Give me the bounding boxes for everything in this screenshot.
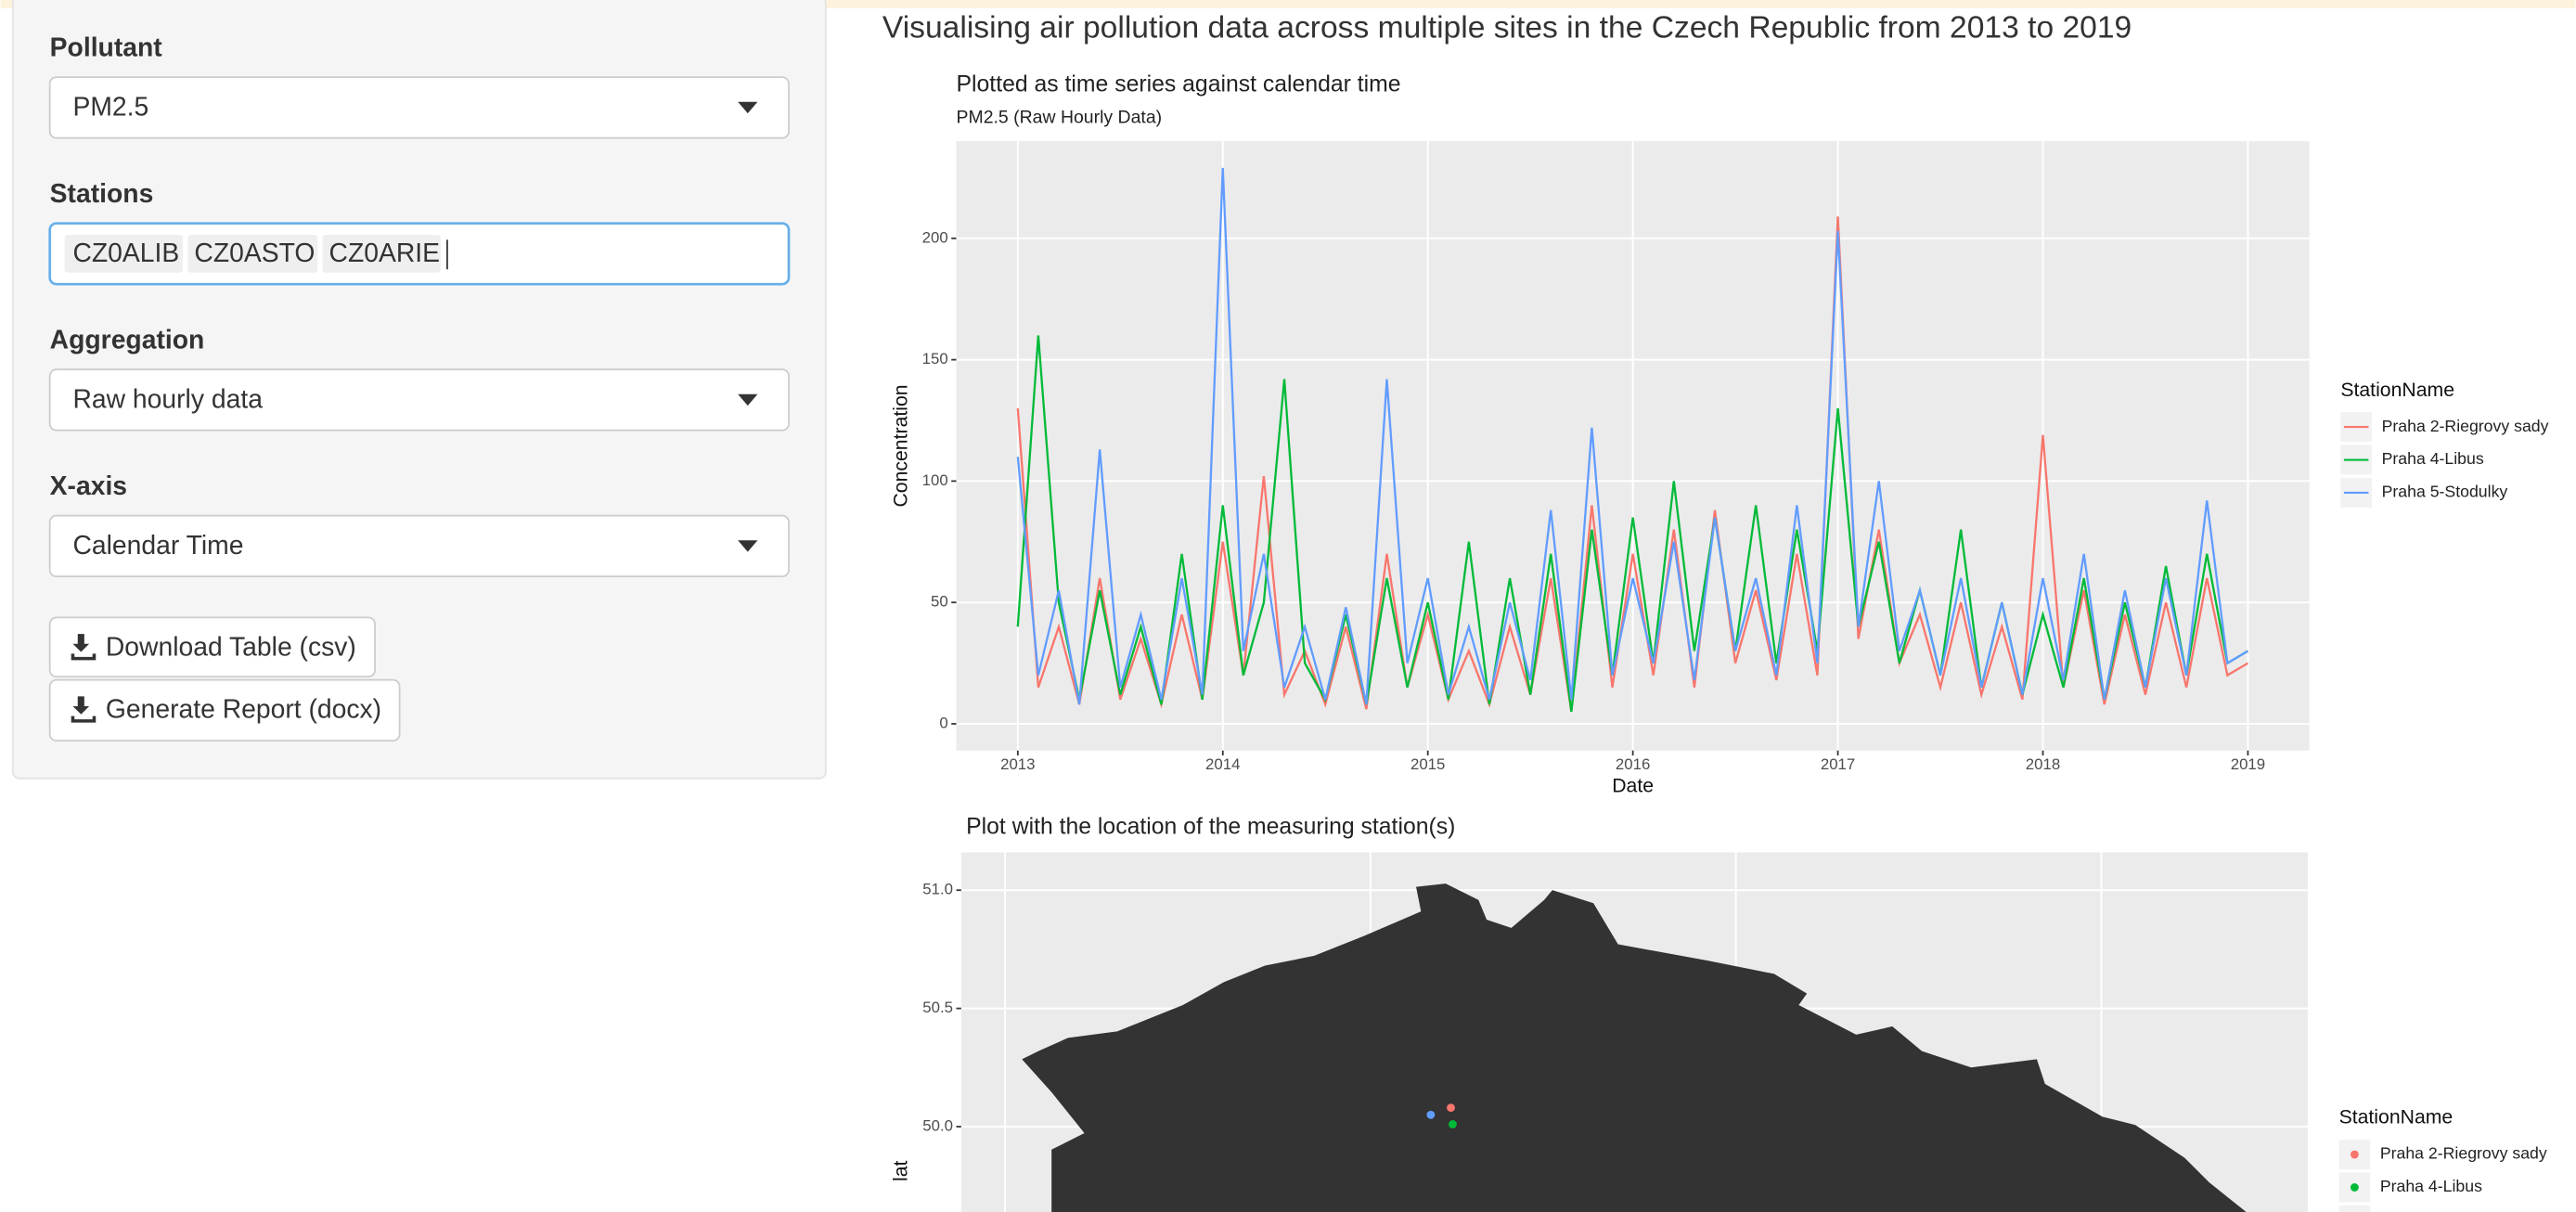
y-tick-label: 50	[931, 593, 948, 611]
station-tag[interactable]: CZ0ASTO	[194, 238, 315, 267]
timeseries-chart: Plotted as time series against calendar …	[891, 72, 2549, 797]
select-box[interactable]	[48, 514, 790, 578]
legend-key	[2350, 1150, 2359, 1159]
legend-label: Praha 5-Stodulky	[2380, 1210, 2506, 1212]
y-axis-label: lat	[891, 1160, 912, 1181]
legend-label: Praha 5-Stodulky	[2382, 483, 2508, 501]
button[interactable]: Generate Report (docx)	[48, 678, 401, 741]
station-point	[1449, 1120, 1457, 1128]
button-label[interactable]: Download Table (csv)	[106, 631, 356, 661]
button[interactable]: Download Table (csv)	[48, 616, 376, 677]
caret[interactable]	[738, 540, 758, 552]
y-tick-label: 50.5	[922, 999, 953, 1016]
y-axis-label: Concentration	[891, 384, 912, 507]
x-tick-label: 2013	[1000, 755, 1035, 773]
select-value[interactable]: Calendar Time	[72, 530, 243, 560]
multi-select[interactable]: CZ0ALIB CZ0ASTO CZ0ARIE	[48, 222, 791, 286]
legend-label: Praha 4-Libus	[2380, 1177, 2482, 1195]
chart-subtitle: PM2.5 (Raw Hourly Data)	[957, 108, 1163, 128]
legend-label: Praha 4-Libus	[2382, 449, 2484, 468]
station-point	[1447, 1103, 1455, 1113]
map-chart: StationName Praha 2-Riegrovy sady Praha 4-…	[1426, 1103, 2547, 1212]
select-box[interactable]	[48, 368, 790, 432]
country-outline	[1022, 883, 2247, 1212]
series-line	[1016, 335, 2249, 713]
station-tag[interactable]: CZ0ARIE	[329, 238, 441, 267]
select-value[interactable]: Raw hourly data	[72, 383, 263, 413]
station-tag[interactable]: CZ0ALIB	[72, 238, 179, 267]
x-tick-label: 2018	[2026, 755, 2060, 773]
select-value[interactable]: PM2.5	[72, 91, 148, 121]
caret[interactable]	[738, 101, 758, 114]
button-label[interactable]: Generate Report (docx)	[106, 694, 381, 724]
legend-label: Praha 2-Riegrovy sady	[2380, 1144, 2547, 1163]
x-tick-label: 2015	[1410, 755, 1445, 773]
legend-key	[2350, 1183, 2359, 1192]
tag-bg	[322, 235, 441, 273]
y-tick-label: 51.0	[922, 881, 953, 898]
legend-key-bg	[2338, 1205, 2371, 1212]
station-point	[1426, 1110, 1436, 1119]
select[interactable]: PM2.5	[48, 76, 790, 139]
y-tick-label: 0	[939, 714, 947, 731]
chart-title: Plotted as time series against calendar …	[957, 72, 1401, 97]
x-tick-label: 2016	[1616, 755, 1650, 773]
select[interactable]: Calendar Time	[48, 514, 790, 578]
tag-bg	[187, 235, 318, 273]
y-tick-label: 150	[922, 350, 948, 367]
tag-bg	[64, 235, 184, 273]
input-label: Pollutant	[50, 32, 163, 62]
button-box[interactable]	[48, 678, 401, 741]
legend-title: StationName	[2339, 1107, 2454, 1128]
x-tick-label: 2017	[1821, 755, 1855, 773]
chart-title: Plot with the location of the measuring …	[966, 814, 1455, 839]
select[interactable]: Raw hourly data	[48, 368, 790, 432]
caret[interactable]	[738, 393, 758, 406]
download-icon[interactable]	[71, 634, 97, 661]
y-tick-label: 200	[922, 228, 948, 246]
input-label: Stations	[50, 178, 154, 208]
series-line	[1016, 167, 2249, 705]
series-line	[1016, 216, 2249, 713]
select-box[interactable]	[48, 76, 790, 139]
top-strip	[0, 0, 2576, 8]
button-box[interactable]	[48, 616, 376, 677]
legend-label: Praha 2-Riegrovy sady	[2382, 417, 2549, 435]
y-tick-label: 50.0	[922, 1116, 953, 1134]
input-label: X-axis	[50, 471, 127, 500]
x-axis-label: Date	[1612, 775, 1654, 796]
download-icon[interactable]	[71, 696, 97, 723]
sidebar: Pollutant PM2.5 Stations CZ0ALIB CZ0ASTO…	[11, 0, 827, 780]
legend-title: StationName	[2340, 380, 2454, 401]
page-title: Visualising air pollution data across mu…	[882, 11, 2132, 45]
y-tick-label: 100	[922, 471, 948, 489]
input-label: Aggregation	[50, 325, 205, 355]
x-tick-label: 2019	[2231, 755, 2265, 773]
x-tick-label: 2014	[1205, 755, 1240, 773]
